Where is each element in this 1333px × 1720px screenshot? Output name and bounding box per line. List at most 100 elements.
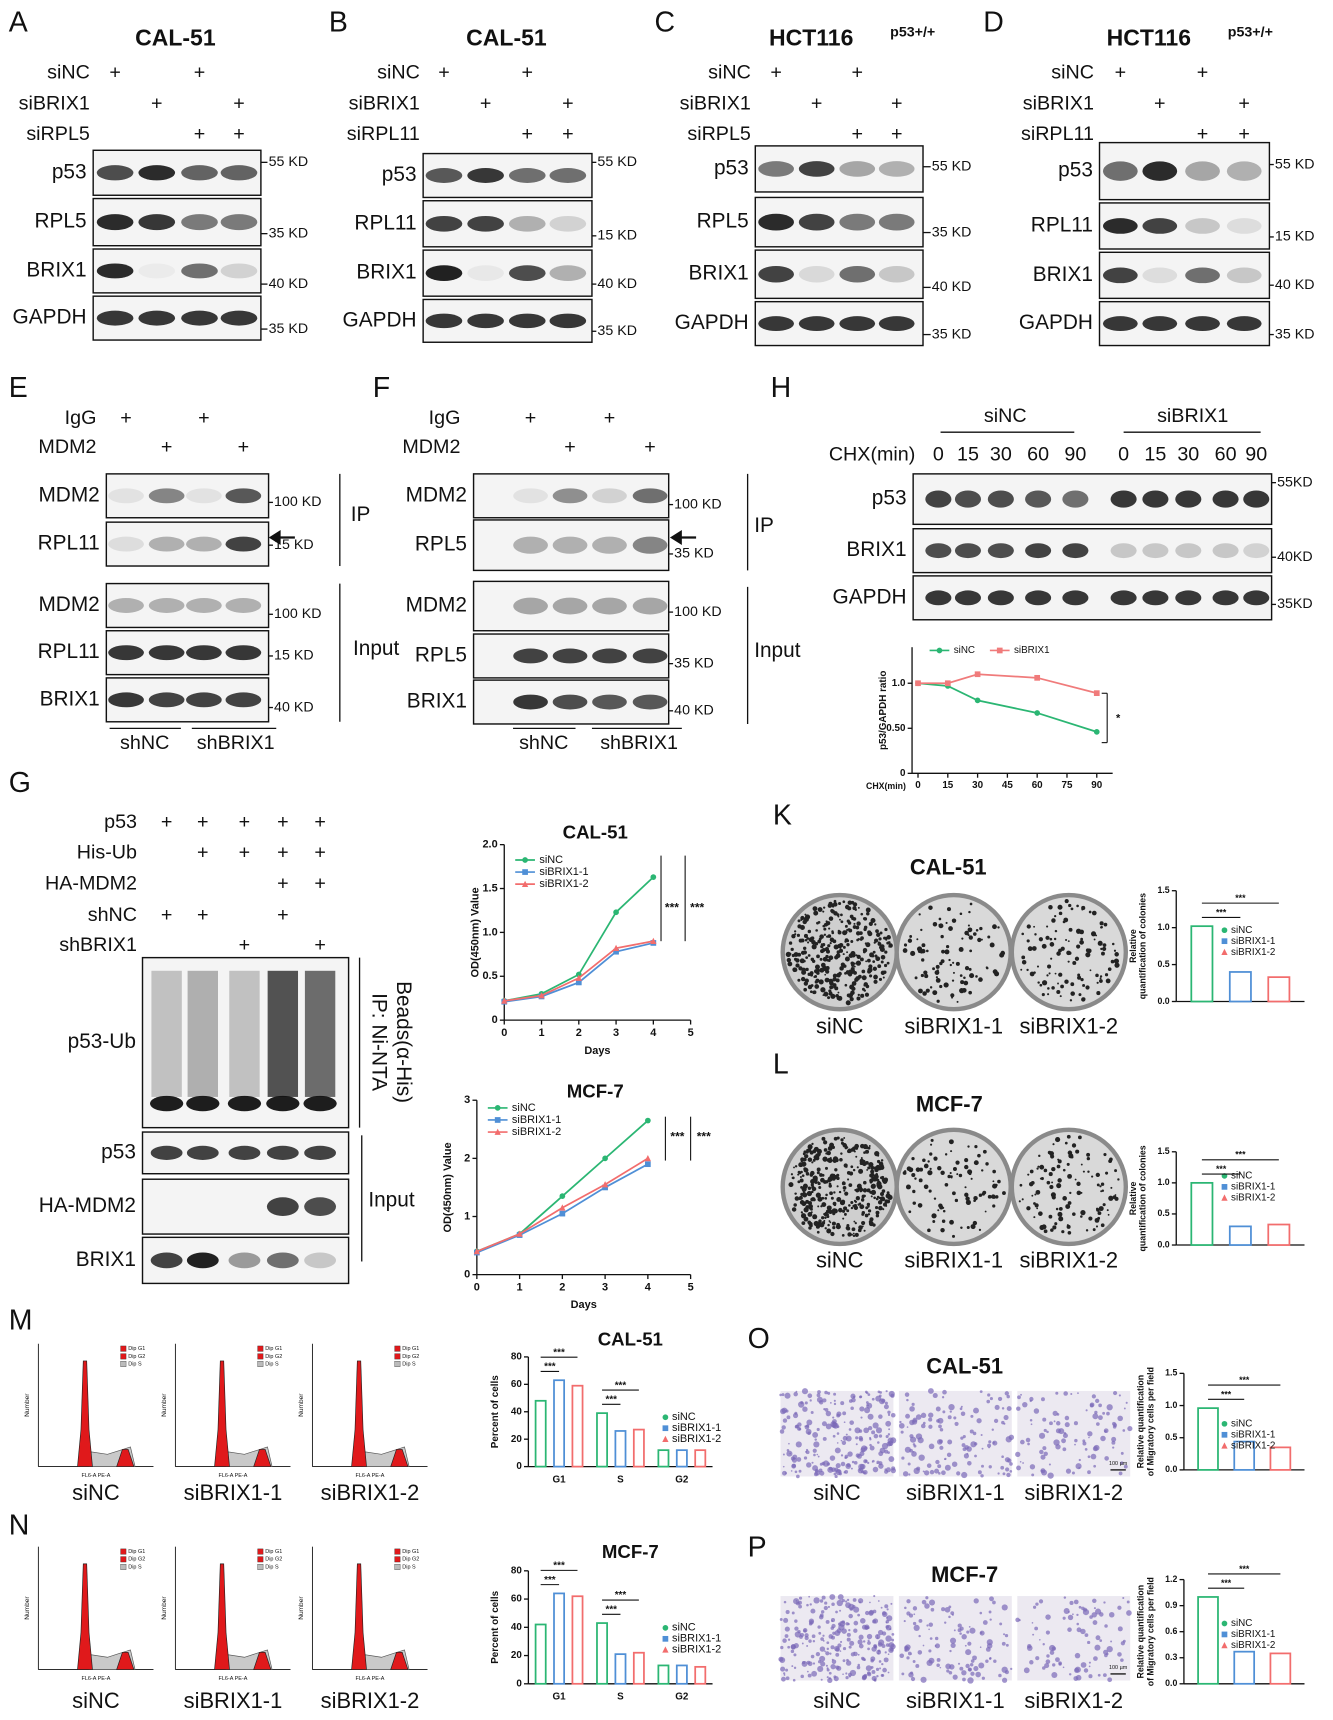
cell xyxy=(885,1625,889,1629)
legend-marker xyxy=(1221,1184,1228,1190)
bar xyxy=(1233,1650,1256,1685)
cell xyxy=(785,1668,789,1672)
band xyxy=(513,488,548,504)
condition-sign: + xyxy=(239,934,251,956)
cell xyxy=(1032,1605,1037,1609)
cell xyxy=(962,1435,966,1439)
cell xyxy=(938,1472,941,1475)
cell xyxy=(1016,1406,1021,1411)
cell xyxy=(880,1606,883,1609)
band xyxy=(220,165,258,181)
colony xyxy=(1080,1163,1083,1166)
cell xyxy=(1015,1617,1020,1623)
colony xyxy=(853,1220,856,1223)
cell xyxy=(840,1461,846,1467)
cell xyxy=(936,1439,943,1445)
cell xyxy=(782,1465,785,1468)
cell xyxy=(860,1618,866,1624)
cell xyxy=(780,1645,784,1650)
colony xyxy=(1039,983,1043,987)
cell xyxy=(887,1653,890,1656)
condition-sign: 60 xyxy=(1215,443,1237,465)
colony xyxy=(918,913,921,916)
cell xyxy=(948,1404,955,1411)
y-tick-label: 0 xyxy=(516,1461,522,1472)
cell xyxy=(805,1450,810,1455)
cell xyxy=(824,1390,828,1395)
cell xyxy=(879,1667,882,1670)
cell xyxy=(926,1463,932,1468)
blot-label: GAPDH xyxy=(1019,311,1093,334)
panel-letter: G xyxy=(9,767,31,799)
x-tick-label: 4 xyxy=(645,1282,652,1294)
colony xyxy=(882,1208,885,1211)
colony xyxy=(856,1183,862,1189)
cell xyxy=(906,1426,909,1428)
band xyxy=(148,488,185,504)
colony xyxy=(836,1222,841,1227)
cell xyxy=(916,1466,921,1471)
cell xyxy=(941,1607,946,1612)
colony xyxy=(992,969,998,975)
bar xyxy=(675,1449,688,1468)
colony xyxy=(825,920,828,923)
cell xyxy=(981,1676,985,1680)
colony xyxy=(922,1158,926,1163)
colony xyxy=(931,1213,937,1219)
cell xyxy=(948,1615,951,1619)
colony xyxy=(1062,920,1066,924)
band xyxy=(549,215,587,232)
colony xyxy=(857,906,860,909)
cell xyxy=(1004,1391,1009,1396)
legend-marker xyxy=(662,1425,669,1432)
cell xyxy=(1025,1437,1031,1443)
colony xyxy=(856,996,861,1001)
colony xyxy=(995,1195,999,1199)
cell xyxy=(1035,1656,1040,1661)
colony xyxy=(1100,1182,1105,1186)
colony xyxy=(987,1194,992,1199)
cell xyxy=(852,1598,857,1602)
colony xyxy=(886,961,890,965)
migration-image xyxy=(1017,1596,1131,1681)
blot-frame xyxy=(912,575,1273,621)
cell xyxy=(858,1634,864,1640)
cell xyxy=(819,1470,825,1476)
band xyxy=(1025,490,1052,508)
cell xyxy=(902,1471,909,1477)
cell xyxy=(813,1441,820,1448)
colony xyxy=(1089,969,1092,972)
significance-label: *** xyxy=(615,1590,627,1601)
flow-legend-swatch xyxy=(257,1345,264,1352)
band xyxy=(304,1197,337,1216)
colony xyxy=(1099,979,1103,983)
cell xyxy=(781,1425,786,1430)
x-tick-label: G2 xyxy=(675,1474,689,1485)
cell xyxy=(928,1388,934,1394)
cell xyxy=(786,1415,791,1420)
cell xyxy=(1049,1650,1055,1655)
cell xyxy=(833,1472,837,1476)
colony xyxy=(874,923,877,926)
colony xyxy=(1103,1152,1107,1157)
colony xyxy=(923,1163,929,1169)
colony xyxy=(861,969,866,974)
cell xyxy=(924,1603,930,1609)
colony xyxy=(878,977,883,981)
flow-legend-label: Dip G2 xyxy=(265,1557,282,1563)
colony xyxy=(877,964,882,969)
flow-legend-swatch xyxy=(394,1548,401,1555)
cell xyxy=(834,1645,840,1652)
cell xyxy=(979,1646,982,1649)
cell xyxy=(1082,1608,1090,1616)
colony xyxy=(859,1187,864,1192)
colony xyxy=(800,1185,803,1189)
cell xyxy=(845,1672,848,1675)
colony xyxy=(876,932,881,937)
band xyxy=(108,488,144,504)
cell xyxy=(779,1429,785,1434)
blot-label: RPL5 xyxy=(415,533,467,556)
colony xyxy=(1076,944,1081,949)
cell xyxy=(973,1407,979,1414)
colony xyxy=(1036,965,1040,968)
